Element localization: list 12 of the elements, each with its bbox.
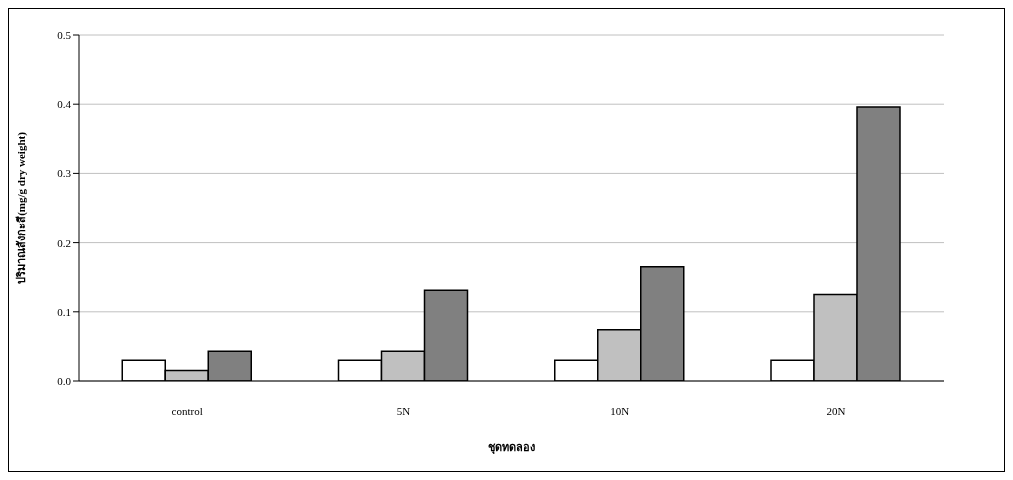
y-tick-label: 0.4 — [57, 98, 72, 111]
x-tick-label: control — [171, 404, 203, 417]
y-tick-label: 0.5 — [57, 28, 72, 41]
y-tick-label: 0.2 — [57, 236, 71, 249]
y-tick-label: 0.0 — [57, 374, 72, 387]
y-tick-label: 0.3 — [57, 167, 72, 180]
y-axis-title: ปริมาณสังกะสี(mg/g dry weight) — [14, 131, 28, 284]
x-tick-label: 5N — [396, 404, 411, 417]
x-tick-label: 10N — [610, 404, 630, 417]
x-axis-title: ชุดทดลอง — [488, 441, 535, 455]
y-tick-label: 0.1 — [57, 305, 71, 318]
x-tick-label: 20N — [826, 404, 846, 417]
